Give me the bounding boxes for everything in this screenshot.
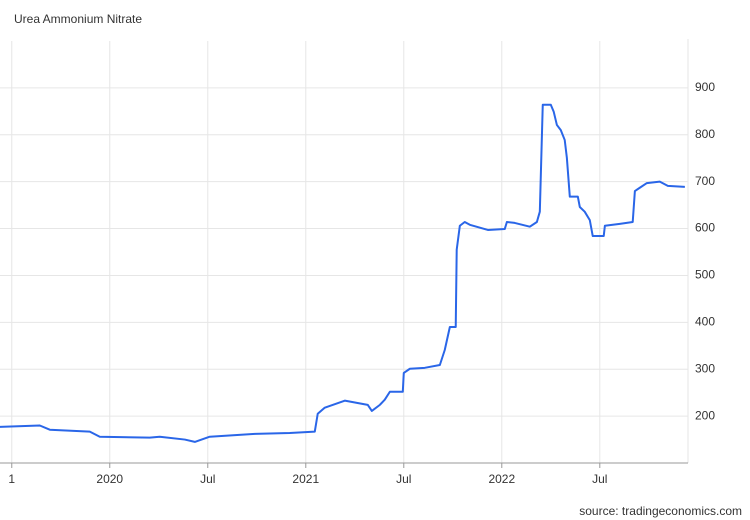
y-tick-label: 600 [695, 221, 715, 235]
source: source: tradingeconomics.com [579, 504, 742, 518]
y-tick-label: 900 [695, 80, 715, 94]
y-tick-label: 200 [695, 408, 715, 422]
y-tick-label: 800 [695, 127, 715, 141]
chart-title: Urea Ammonium Nitrate [14, 12, 142, 26]
y-tick-label: 500 [695, 268, 715, 282]
y-tick-label: 700 [695, 174, 715, 188]
y-tick-label: 300 [695, 361, 715, 375]
x-tick-label: 2022 [488, 472, 515, 486]
data-line [0, 103, 685, 443]
x-tick-label: 1 [8, 472, 15, 486]
x-tick-label: Jul [592, 472, 607, 486]
x-tick-label: 2020 [96, 472, 123, 486]
x-tick-label: 2021 [292, 472, 319, 486]
x-tick-label: Jul [200, 472, 215, 486]
y-tick-label: 400 [695, 315, 715, 329]
x-tick-label: Jul [396, 472, 411, 486]
